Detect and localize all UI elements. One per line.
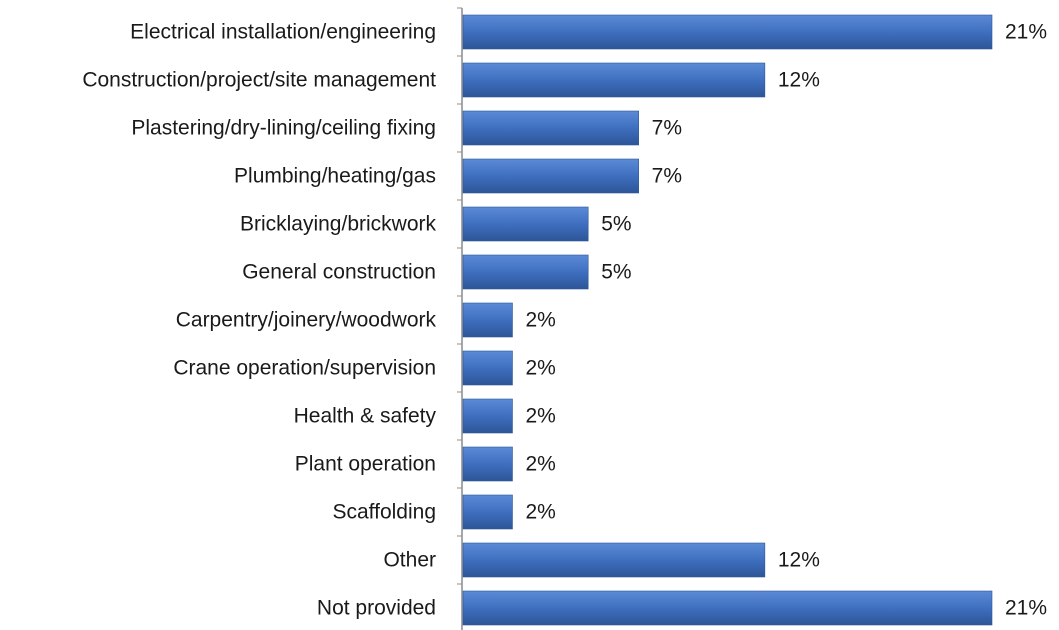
category-label: Carpentry/joinery/woodwork xyxy=(176,309,437,332)
axis-layer xyxy=(457,7,463,630)
category-label: Construction/project/site management xyxy=(82,69,436,92)
bar xyxy=(462,254,589,290)
data-label: 2% xyxy=(525,453,555,476)
bar xyxy=(462,158,639,194)
bar xyxy=(462,590,993,626)
data-label: 21% xyxy=(1005,597,1047,620)
labels-layer: Electrical installation/engineering 21% Co… xyxy=(82,21,1047,620)
data-label: 21% xyxy=(1005,21,1047,44)
bar xyxy=(462,494,513,530)
data-label: 5% xyxy=(601,261,631,284)
category-label: Bricklaying/brickwork xyxy=(240,213,437,236)
data-label: 5% xyxy=(601,213,631,236)
data-label: 2% xyxy=(525,357,555,380)
category-label: Health & safety xyxy=(294,405,437,428)
category-label: Plastering/dry-lining/ceiling fixing xyxy=(131,117,436,140)
bar xyxy=(462,302,513,338)
category-label: General construction xyxy=(242,261,436,284)
data-label: 12% xyxy=(778,549,820,572)
category-label: Plumbing/heating/gas xyxy=(234,165,436,188)
category-label: Not provided xyxy=(317,597,436,620)
bar xyxy=(462,110,639,146)
data-label: 2% xyxy=(525,309,555,332)
data-label: 12% xyxy=(778,69,820,92)
data-label: 7% xyxy=(652,117,682,140)
category-label: Electrical installation/engineering xyxy=(130,21,436,44)
bar xyxy=(462,398,513,434)
data-label: 7% xyxy=(652,165,682,188)
category-label: Crane operation/supervision xyxy=(173,357,436,380)
category-label: Scaffolding xyxy=(332,501,436,524)
data-label: 2% xyxy=(525,405,555,428)
bar xyxy=(462,62,766,98)
bar xyxy=(462,350,513,386)
category-label: Plant operation xyxy=(295,453,436,476)
bar xyxy=(462,206,589,242)
data-label: 2% xyxy=(525,501,555,524)
bar xyxy=(462,14,993,50)
bar xyxy=(462,542,766,578)
bars-layer xyxy=(462,14,993,626)
category-label: Other xyxy=(383,549,436,572)
bar xyxy=(462,446,513,482)
